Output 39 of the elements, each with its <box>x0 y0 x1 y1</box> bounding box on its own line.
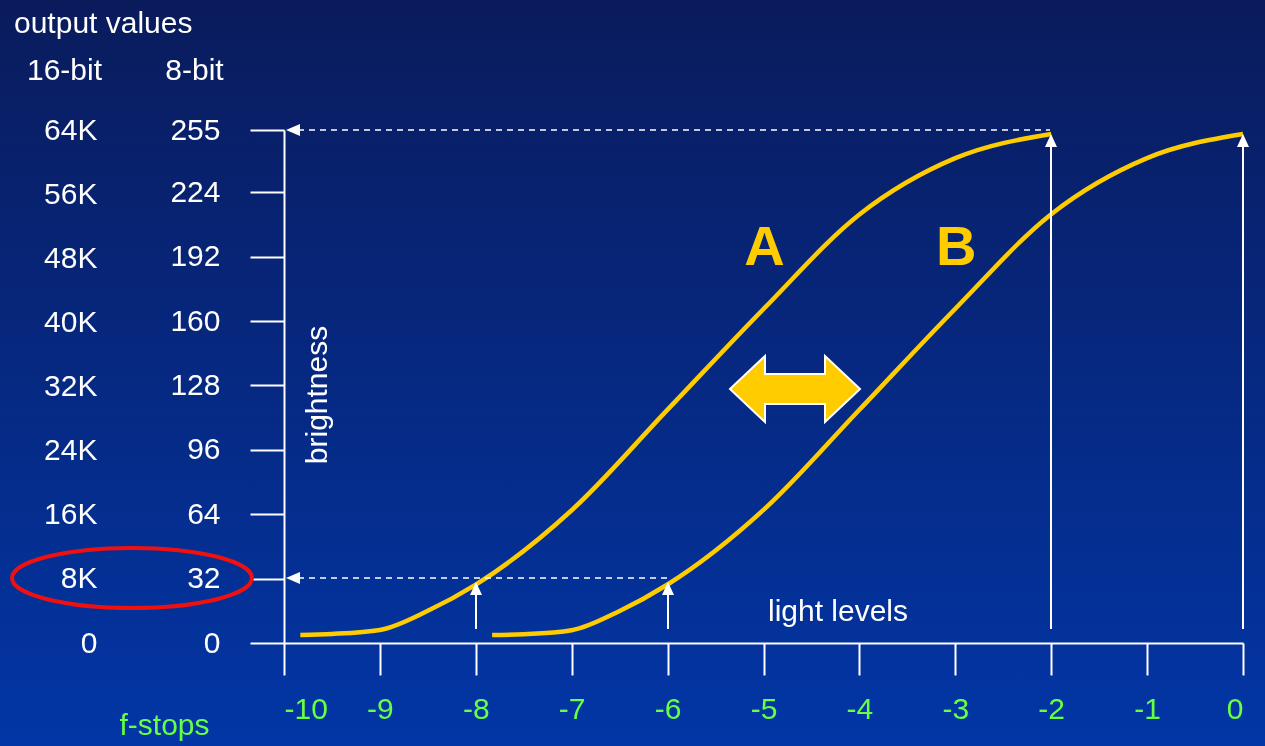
y2-tick-label: 40K <box>44 304 98 338</box>
x-tick-label: -10 <box>284 691 328 725</box>
annotation: brightness <box>300 325 333 465</box>
y-axis-title: 8-bit <box>165 52 225 86</box>
line-series <box>489 131 1246 638</box>
y-tick-label: 255 <box>170 112 221 146</box>
x-tick-label: -2 <box>1038 691 1066 725</box>
y2-axis-title: 16-bit <box>26 52 103 86</box>
x-tick-label: 0 <box>1226 691 1244 725</box>
x-tick-label: -6 <box>654 691 682 725</box>
annotation: light levels <box>767 594 909 627</box>
chart-title: output values <box>14 6 193 39</box>
x-tick-label: -5 <box>750 691 778 725</box>
y-tick-label: 64 <box>187 496 221 530</box>
x-tick-label: -9 <box>367 691 394 725</box>
y-tick-label: 32 <box>187 561 221 595</box>
x-tick-label: -3 <box>942 691 970 725</box>
series-label: B <box>935 214 977 278</box>
series-label: A <box>744 214 785 278</box>
y2-tick-label: 48K <box>44 240 98 274</box>
y-tick-label: 0 <box>203 625 221 659</box>
y-tick-label: 96 <box>187 432 221 466</box>
y-tick-label: 224 <box>170 174 221 208</box>
y2-tick-label: 16K <box>44 497 98 531</box>
y-tick-label: 192 <box>170 239 221 273</box>
y-tick-label: 160 <box>170 303 221 337</box>
line-series <box>298 131 1054 638</box>
y-tick-label: 128 <box>170 367 221 401</box>
y2-tick-label: 32K <box>44 369 98 402</box>
x-tick-label: -7 <box>558 691 586 725</box>
y2-tick-label: 24K <box>44 433 98 467</box>
y2-tick-label: 64K <box>44 112 98 146</box>
x-tick-label: -1 <box>1134 691 1161 725</box>
x-tick-label: -4 <box>846 691 874 725</box>
y2-tick-label: 56K <box>44 176 98 210</box>
x-tick-label: -8 <box>462 691 490 725</box>
y2-tick-label: 8K <box>60 561 98 595</box>
y2-tick-label: 0 <box>80 625 98 659</box>
x-axis-title: f-stops <box>119 707 210 741</box>
